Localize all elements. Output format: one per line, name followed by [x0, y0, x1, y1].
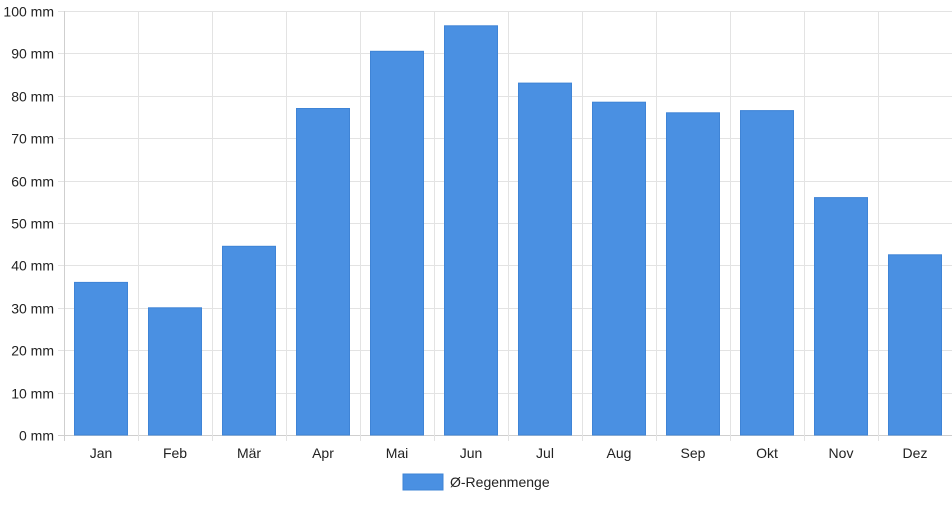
x-tick-label: Jan: [90, 445, 113, 461]
y-tick-label: 0 mm: [19, 428, 54, 444]
bar-jan[interactable]: [74, 281, 128, 436]
y-tick-label: 30 mm: [11, 301, 54, 317]
bar-nov[interactable]: [814, 197, 868, 436]
bar-jul[interactable]: [518, 82, 572, 436]
grid-layer: [58, 11, 952, 441]
bar-sep[interactable]: [666, 112, 720, 436]
legend[interactable]: Ø-Regenmenge: [402, 473, 550, 491]
x-tick-label: Okt: [756, 445, 778, 461]
bar-dez[interactable]: [888, 254, 942, 436]
x-tick-label: Sep: [681, 445, 706, 461]
y-tick-label: 80 mm: [11, 89, 54, 105]
y-tick-label: 10 mm: [11, 386, 54, 402]
x-tick-label: Mär: [237, 445, 261, 461]
x-tick-label: Jul: [536, 445, 554, 461]
y-tick-label: 70 mm: [11, 131, 54, 147]
bar-mai[interactable]: [370, 50, 424, 436]
legend-swatch: [402, 473, 444, 491]
y-tick-label: 20 mm: [11, 343, 54, 359]
bar-okt[interactable]: [740, 110, 794, 436]
x-tick-label: Mai: [386, 445, 409, 461]
x-tick-label: Feb: [163, 445, 187, 461]
y-tick-label: 100 mm: [3, 4, 54, 20]
x-tick-label: Jun: [460, 445, 483, 461]
x-tick-label: Nov: [829, 445, 854, 461]
bar-apr[interactable]: [296, 108, 350, 436]
x-tick-label: Aug: [607, 445, 632, 461]
y-tick-label: 50 mm: [11, 216, 54, 232]
y-axis: 0 mm 10 mm 20 mm 30 mm 40 mm 50 mm 60 mm 70 mm 8…: [3, 4, 54, 444]
bars-layer: [74, 25, 942, 436]
x-tick-label: Apr: [312, 445, 334, 461]
legend-label: Ø-Regenmenge: [450, 474, 550, 490]
bar-feb[interactable]: [148, 307, 202, 436]
x-tick-label: Dez: [903, 445, 928, 461]
y-tick-label: 40 mm: [11, 258, 54, 274]
bar-jun[interactable]: [444, 25, 498, 436]
bar-mär[interactable]: [222, 245, 276, 436]
bar-aug[interactable]: [592, 101, 646, 436]
x-axis: Jan Feb Mär Apr Mai Jun Jul Aug Sep Okt Nov Dez: [90, 445, 928, 461]
y-tick-label: 60 mm: [11, 174, 54, 190]
y-tick-label: 90 mm: [11, 46, 54, 62]
